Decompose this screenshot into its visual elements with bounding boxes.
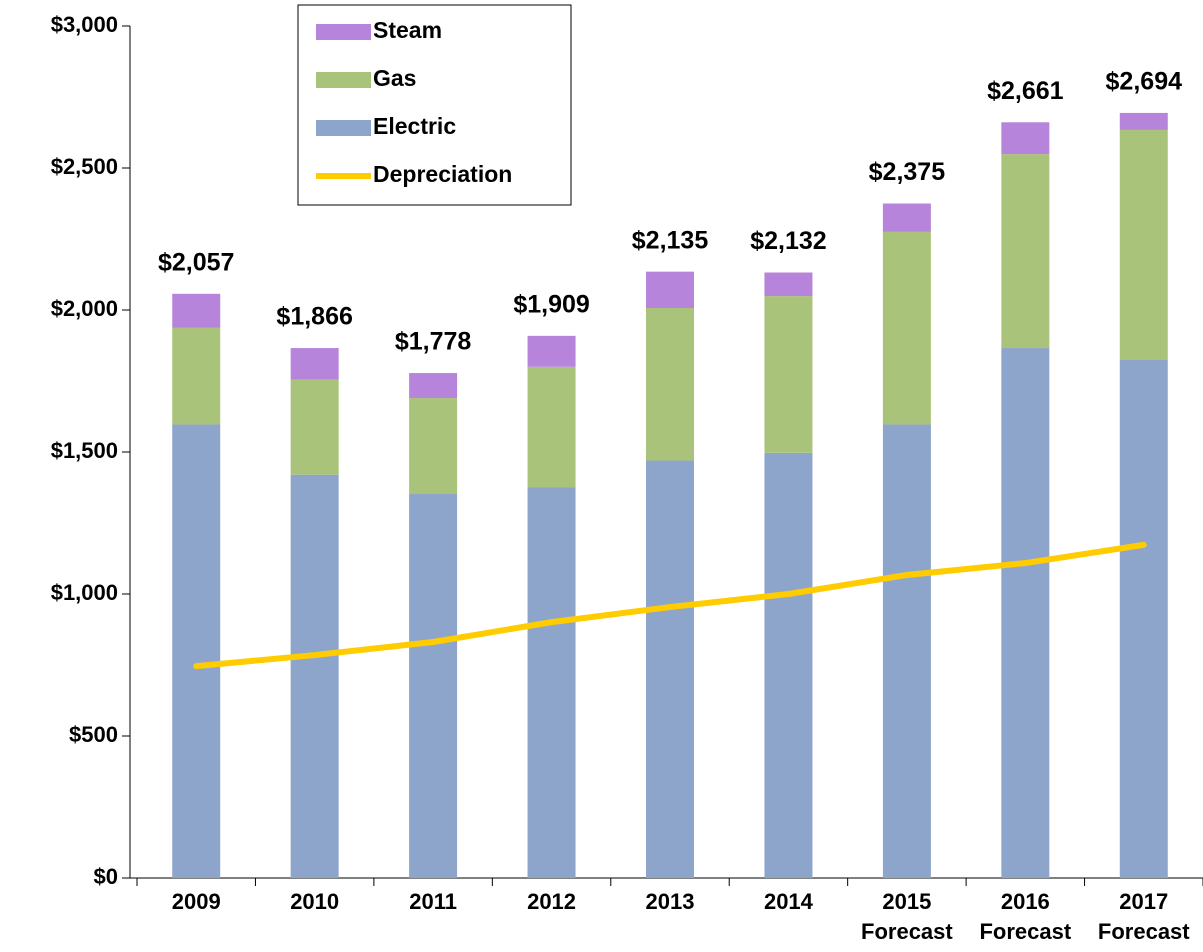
legend-swatch	[316, 72, 371, 88]
bar-segment	[646, 461, 694, 878]
bar-segment	[646, 272, 694, 308]
x-tick-label: 2016	[1001, 889, 1050, 914]
bar-segment	[409, 398, 457, 494]
total-label: $2,132	[750, 227, 826, 255]
bar-segment	[291, 475, 339, 878]
bar-segment	[291, 348, 339, 380]
total-label: $2,661	[987, 77, 1064, 105]
chart: $0 $500 $1,000 $1,500 $2,000 $2,500 $3,000 2009…	[0, 0, 1203, 952]
legend-swatch	[316, 120, 371, 136]
total-label: $1,866	[276, 303, 352, 331]
bar-segment	[1120, 130, 1168, 360]
x-tick-label: 2014	[764, 889, 814, 914]
bar-segment	[409, 494, 457, 878]
x-tick-label: 2009	[172, 889, 221, 914]
total-label: $2,375	[869, 158, 946, 186]
total-label: $2,694	[1106, 68, 1183, 96]
bar-segment	[409, 373, 457, 398]
page: {"chart_data": {"type": "stacked-bar-lin…	[0, 0, 1203, 952]
bar-segment	[172, 424, 220, 878]
bar-segment	[883, 204, 931, 232]
bar-segment	[528, 488, 576, 879]
legend-swatch	[316, 24, 371, 40]
legend-label: Gas	[373, 65, 416, 91]
bar-segment	[883, 424, 931, 878]
bar-segment	[1001, 122, 1049, 154]
legend-label: Depreciation	[373, 161, 512, 187]
x-tick-label: 2010	[290, 889, 339, 914]
bar-segment	[172, 328, 220, 425]
x-tick-label: 2017	[1119, 889, 1168, 914]
x-tick-sublabel: Forecast	[979, 919, 1071, 944]
x-tick-label: 2013	[646, 889, 695, 914]
y-tick-label: $1,500	[51, 438, 118, 463]
total-label: $2,135	[632, 226, 709, 254]
x-tick-sublabel: Forecast	[1098, 919, 1190, 944]
y-tick-label: $1,000	[51, 580, 118, 605]
bar-segment	[291, 380, 339, 475]
bar-segment	[1001, 348, 1049, 878]
bar-segment	[528, 336, 576, 367]
y-tick-label: $2,500	[51, 154, 118, 179]
x-tick-label: 2015	[882, 889, 931, 914]
bar-segment	[172, 294, 220, 328]
bar-segment	[883, 232, 931, 425]
y-tick-label: $500	[69, 722, 118, 747]
y-tick-label: $2,000	[51, 296, 118, 321]
bar-segment	[764, 296, 812, 453]
total-label: $1,778	[395, 328, 472, 356]
y-tick-label: $0	[94, 864, 118, 889]
bar-segment	[764, 273, 812, 297]
x-tick-label: 2011	[409, 889, 457, 914]
bar-segment	[1120, 113, 1168, 130]
bar-segment	[1001, 154, 1049, 348]
x-tick-label: 2012	[527, 889, 576, 914]
legend-label: Electric	[373, 113, 456, 139]
legend-label: Steam	[373, 17, 442, 43]
bar-segment	[764, 453, 812, 878]
y-tick-label: $3,000	[51, 12, 118, 37]
bar-segment	[1120, 360, 1168, 878]
total-label: $2,057	[158, 248, 234, 276]
total-label: $1,909	[513, 290, 589, 318]
x-tick-sublabel: Forecast	[861, 919, 953, 944]
bar-segment	[646, 308, 694, 461]
bar-segment	[528, 367, 576, 488]
